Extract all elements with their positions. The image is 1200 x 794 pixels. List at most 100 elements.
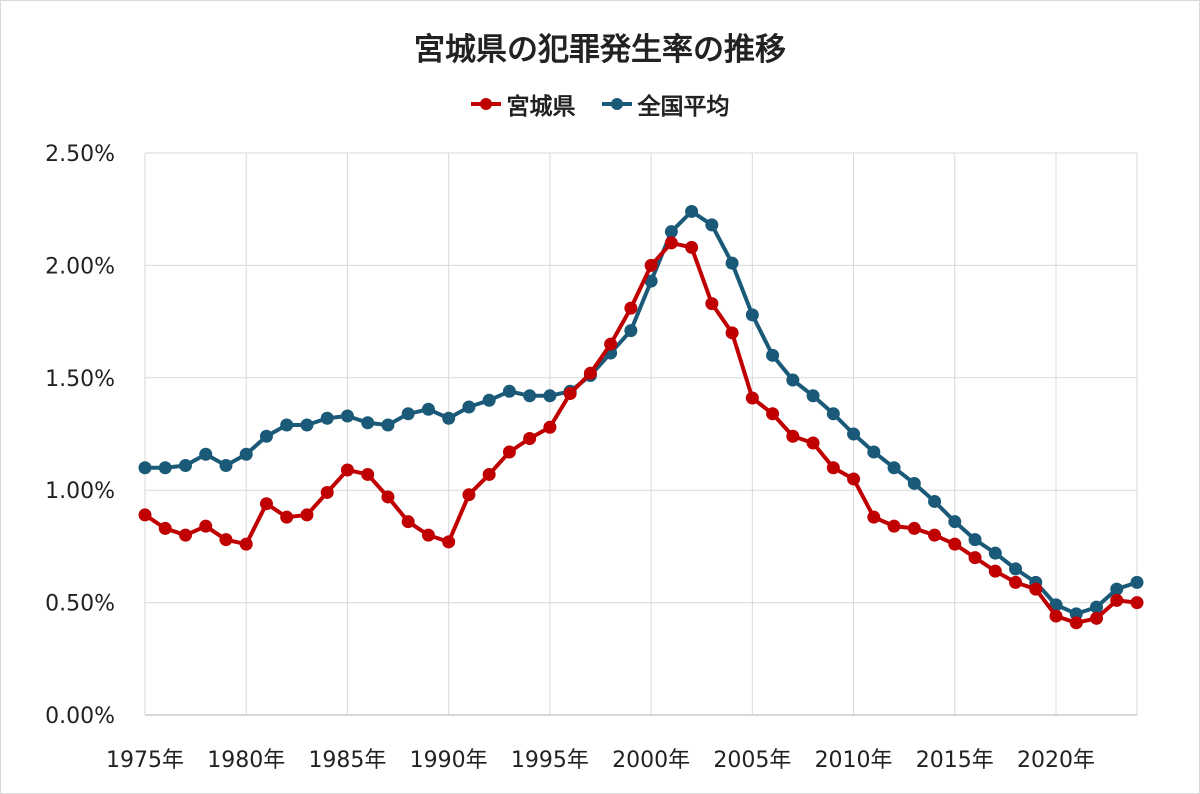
data-point — [1130, 596, 1144, 610]
x-tick-label: 2015年 — [916, 748, 994, 773]
data-point — [847, 472, 861, 486]
data-point — [624, 301, 638, 315]
data-point — [604, 337, 618, 351]
data-point — [421, 402, 435, 416]
data-point — [138, 461, 152, 475]
data-point — [340, 463, 354, 477]
legend: 宮城県 全国平均 — [0, 87, 1200, 121]
data-point — [401, 407, 415, 421]
data-point — [847, 427, 861, 441]
legend-item-miyagi: 宮城県 — [470, 87, 576, 121]
data-point — [462, 488, 476, 502]
data-point — [259, 429, 273, 443]
data-point — [1090, 611, 1104, 625]
data-point — [280, 510, 294, 524]
data-point — [239, 447, 253, 461]
data-point — [928, 494, 942, 508]
data-point — [178, 458, 192, 472]
data-point — [948, 515, 962, 529]
x-tick-label: 1995年 — [511, 748, 589, 773]
data-point — [523, 431, 537, 445]
series-lines — [138, 204, 1144, 630]
data-point — [300, 418, 314, 432]
data-point — [725, 326, 739, 340]
data-point — [1009, 562, 1023, 576]
y-tick-label: 1.50% — [45, 367, 115, 392]
data-point — [1069, 616, 1083, 630]
data-point — [988, 546, 1002, 560]
data-point — [543, 420, 557, 434]
data-point — [543, 389, 557, 403]
data-point — [178, 528, 192, 542]
x-tick-label: 1990年 — [410, 748, 488, 773]
data-point — [563, 387, 577, 401]
data-point — [948, 537, 962, 551]
data-point — [806, 436, 820, 450]
data-point — [259, 497, 273, 511]
data-point — [158, 521, 172, 535]
data-point — [280, 418, 294, 432]
data-point — [664, 225, 678, 239]
chart-title: 宮城県の犯罪発生率の推移 — [414, 32, 786, 68]
legend-swatch-miyagi — [470, 98, 501, 110]
data-point — [1049, 609, 1063, 623]
data-point — [361, 467, 375, 481]
data-point — [928, 528, 942, 542]
x-tick-label: 1980年 — [207, 748, 285, 773]
y-tick-label: 1.00% — [45, 479, 115, 504]
data-point — [199, 447, 213, 461]
data-point — [644, 258, 658, 272]
data-point — [745, 308, 759, 322]
data-point — [462, 400, 476, 414]
data-point — [361, 416, 375, 430]
series-miyagi — [138, 236, 1144, 630]
data-point — [1090, 600, 1104, 614]
data-point — [887, 519, 901, 533]
data-point — [685, 240, 699, 254]
legend-label-miyagi: 宮城県 — [506, 94, 576, 120]
data-point — [320, 411, 334, 425]
data-point — [664, 236, 678, 250]
data-point — [968, 533, 982, 547]
data-point — [421, 528, 435, 542]
data-point — [867, 510, 881, 524]
data-point — [806, 389, 820, 403]
data-point — [705, 297, 719, 311]
data-point — [1049, 598, 1063, 612]
data-point — [502, 445, 516, 459]
x-tick-label: 2020年 — [1017, 748, 1095, 773]
data-point — [786, 373, 800, 387]
y-tick-label: 0.50% — [45, 592, 115, 617]
data-point — [907, 521, 921, 535]
data-point — [766, 407, 780, 421]
data-point — [1110, 582, 1124, 596]
data-point — [826, 461, 840, 475]
data-point — [523, 389, 537, 403]
x-tick-label: 1985年 — [308, 748, 386, 773]
x-tick-label: 2005年 — [713, 748, 791, 773]
data-point — [219, 458, 233, 472]
data-point — [745, 391, 759, 405]
data-point — [1130, 575, 1144, 589]
data-point — [685, 204, 699, 218]
data-point — [624, 324, 638, 338]
series-national — [138, 204, 1144, 621]
data-point — [786, 429, 800, 443]
data-point — [725, 256, 739, 270]
data-point — [158, 461, 172, 475]
data-point — [766, 348, 780, 362]
axis-labels: 0.00% 0.50% 1.00% 1.50% 2.00% 2.50% 1975年 1980年… — [45, 142, 1095, 773]
data-point — [583, 366, 597, 380]
data-point — [1009, 575, 1023, 589]
y-tick-label: 0.00% — [45, 704, 115, 729]
x-tick-label: 1975年 — [106, 748, 184, 773]
data-point — [968, 551, 982, 565]
data-point — [401, 515, 415, 529]
y-tick-label: 2.50% — [45, 142, 115, 167]
data-point — [1069, 607, 1083, 621]
data-point — [199, 519, 213, 533]
y-tick-label: 2.00% — [45, 254, 115, 279]
data-point — [442, 411, 456, 425]
data-point — [442, 535, 456, 549]
